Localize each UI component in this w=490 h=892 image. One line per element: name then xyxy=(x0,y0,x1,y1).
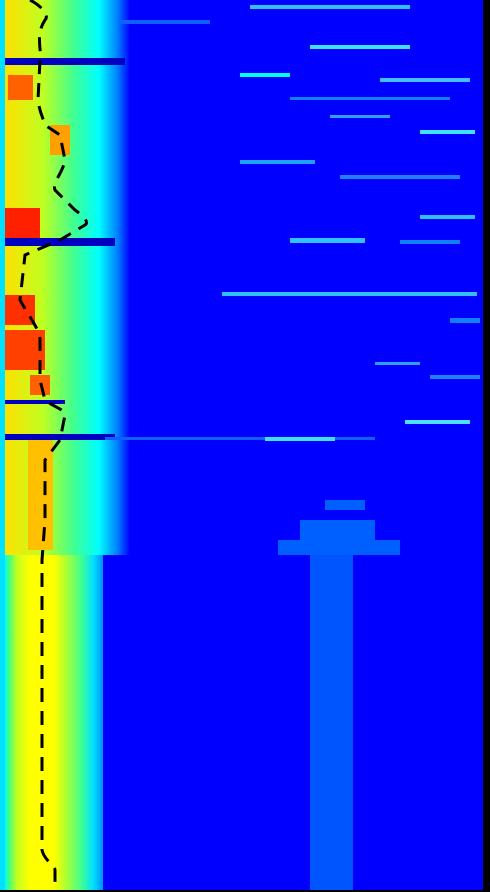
hot-spot xyxy=(5,208,40,243)
light-column xyxy=(310,555,353,890)
streaks xyxy=(105,5,480,441)
streak xyxy=(450,318,480,323)
bottom-border xyxy=(0,890,490,892)
left-edge xyxy=(0,0,5,890)
streak xyxy=(330,115,390,118)
streak xyxy=(105,437,375,440)
streak xyxy=(240,160,315,164)
streak xyxy=(222,292,477,296)
streak xyxy=(430,375,480,379)
streak xyxy=(250,5,410,9)
hot-spot xyxy=(28,440,53,550)
column-cap xyxy=(278,500,400,555)
low-band xyxy=(5,555,103,890)
streak xyxy=(400,240,460,244)
right-border xyxy=(483,0,490,892)
cap-block xyxy=(300,520,375,540)
hot-spots xyxy=(5,75,70,550)
streak xyxy=(310,45,410,49)
streak xyxy=(420,130,475,134)
streak xyxy=(240,73,290,77)
cap-block xyxy=(325,500,365,510)
dark-stripes xyxy=(5,58,125,440)
dark-stripe xyxy=(5,238,115,246)
streak xyxy=(290,97,450,100)
streak xyxy=(340,175,460,179)
dark-stripe xyxy=(5,400,65,404)
cap-block xyxy=(278,540,400,555)
streak xyxy=(380,78,470,82)
streak xyxy=(405,420,470,424)
streak xyxy=(290,238,365,243)
dark-stripe xyxy=(5,58,125,65)
streak xyxy=(375,362,420,365)
streak xyxy=(120,20,210,24)
streak xyxy=(265,437,335,441)
streak xyxy=(420,215,475,219)
hot-spot xyxy=(8,75,33,100)
dashed-trace xyxy=(18,0,89,890)
dark-stripe xyxy=(5,434,115,440)
hot-spot xyxy=(5,330,45,370)
